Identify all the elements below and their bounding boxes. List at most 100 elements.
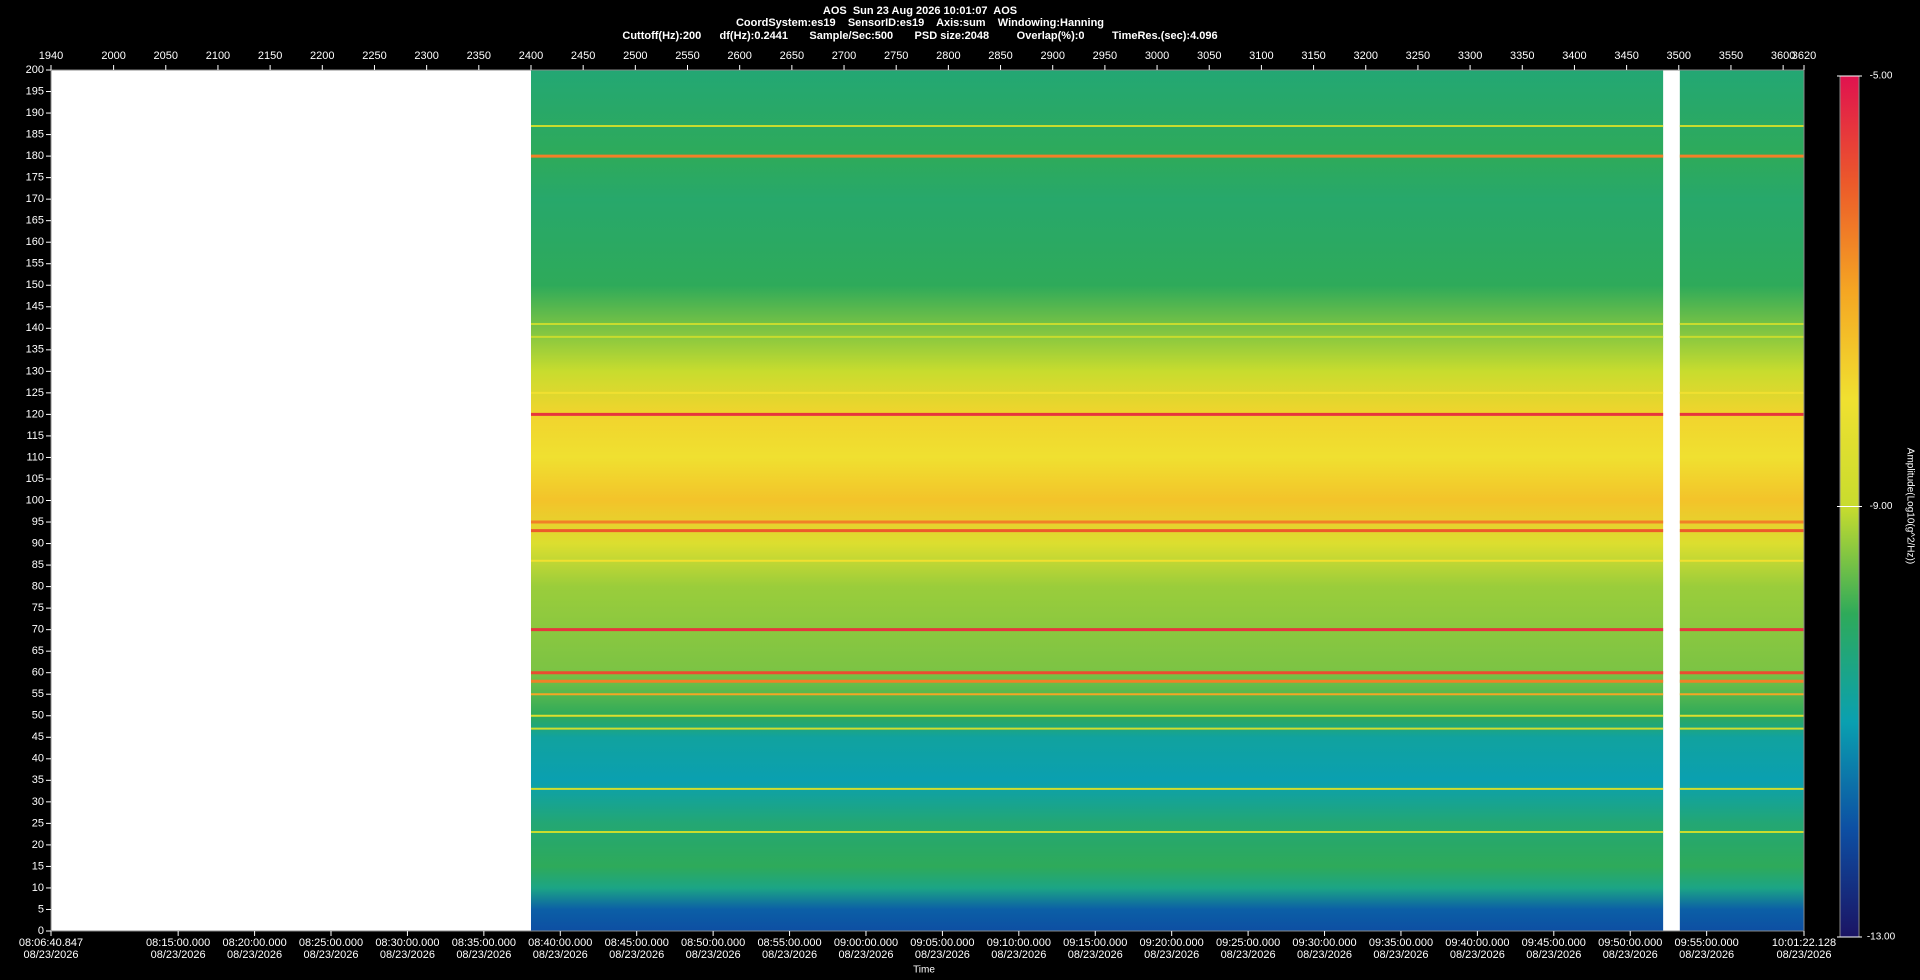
y-tick-label: 15: [32, 860, 44, 872]
y-tick-label: 120: [26, 408, 44, 420]
time-tick-date: 08/23/2026: [1679, 949, 1734, 961]
time-tick-label: 08:40:00.000: [528, 937, 592, 949]
time-tick-date: 08/23/2026: [303, 949, 358, 961]
time-tick-date: 08/23/2026: [227, 949, 282, 961]
data-segment: [530, 70, 1664, 931]
y-tick-label: 140: [26, 322, 44, 334]
time-tick-label: 09:20:00.000: [1140, 937, 1204, 949]
time-tick-date: 08/23/2026: [1776, 949, 1831, 961]
x-tick-label: 2250: [362, 50, 386, 62]
x-tick-label: 3200: [1354, 50, 1378, 62]
x-tick-label: 2300: [414, 50, 438, 62]
y-tick-label: 30: [32, 796, 44, 808]
time-tick-label: 08:55:00.000: [757, 937, 821, 949]
y-tick-label: 185: [26, 128, 44, 140]
time-tick-label: 09:30:00.000: [1292, 937, 1356, 949]
x-tick-label: 2500: [623, 50, 647, 62]
time-tick-date: 08/23/2026: [151, 949, 206, 961]
y-tick-label: 105: [26, 473, 44, 485]
time-tick-label: 08:45:00.000: [605, 937, 669, 949]
x-tick-label: 1940: [39, 50, 63, 62]
x-tick-label: 3350: [1510, 50, 1534, 62]
colorbar-tick-label: -5.00: [1870, 71, 1893, 82]
x-tick-label: 2050: [154, 50, 178, 62]
y-tick-label: 110: [26, 451, 44, 463]
y-tick-label: 175: [26, 172, 44, 184]
y-tick-label: 35: [32, 774, 44, 786]
x-tick-label: 3400: [1562, 50, 1586, 62]
x-tick-label: 3500: [1667, 50, 1691, 62]
x-tick-label: 2850: [988, 50, 1012, 62]
time-tick-date: 08/23/2026: [456, 949, 511, 961]
time-tick-label: 08:06:40.847: [19, 937, 83, 949]
y-tick-label: 195: [26, 85, 44, 97]
time-tick-date: 08/23/2026: [23, 949, 78, 961]
time-tick-label: 09:35:00.000: [1369, 937, 1433, 949]
x-tick-label: 2900: [1040, 50, 1064, 62]
y-tick-label: 10: [32, 882, 44, 894]
y-tick-label: 150: [26, 279, 44, 291]
x-tick-label: 2600: [727, 50, 751, 62]
time-tick-date: 08/23/2026: [915, 949, 970, 961]
y-tick-label: 180: [26, 150, 44, 162]
y-tick-label: 145: [26, 301, 44, 313]
time-tick-label: 09:10:00.000: [987, 937, 1051, 949]
x-tick-label: 3000: [1145, 50, 1169, 62]
y-tick-label: 100: [26, 494, 44, 506]
time-tick-date: 08/23/2026: [1221, 949, 1276, 961]
time-tick-label: 10:01:22.128: [1772, 937, 1836, 949]
y-tick-label: 80: [32, 581, 44, 593]
time-tick-label: 08:15:00.000: [146, 937, 210, 949]
time-tick-label: 08:50:00.000: [681, 937, 745, 949]
time-tick-date: 08/23/2026: [991, 949, 1046, 961]
y-tick-label: 155: [26, 258, 44, 270]
y-tick-label: 190: [26, 107, 44, 119]
y-tick-label: 50: [32, 710, 44, 722]
x-tick-label: 3100: [1249, 50, 1273, 62]
time-tick-label: 09:40:00.000: [1445, 937, 1509, 949]
y-tick-label: 165: [26, 215, 44, 227]
time-tick-date: 08/23/2026: [1297, 949, 1352, 961]
time-tick-date: 08/23/2026: [1068, 949, 1123, 961]
x-tick-label: 3250: [1406, 50, 1430, 62]
y-tick-label: 0: [38, 925, 44, 937]
colorbar-tick-label: -13.00: [1867, 932, 1896, 943]
y-tick-label: 5: [38, 903, 44, 915]
time-tick-label: 09:45:00.000: [1522, 937, 1586, 949]
time-tick-date: 08/23/2026: [533, 949, 588, 961]
subtitle: Cuttoff(Hz):200 df(Hz):0.2441 Sample/Sec…: [622, 30, 1217, 42]
time-tick-label: 09:00:00.000: [834, 937, 898, 949]
y-tick-label: 125: [26, 387, 44, 399]
y-tick-label: 25: [32, 817, 44, 829]
data-segment: [1679, 70, 1804, 931]
y-tick-label: 85: [32, 559, 44, 571]
y-tick-label: 45: [32, 731, 44, 743]
time-tick-label: 09:25:00.000: [1216, 937, 1280, 949]
y-tick-label: 20: [32, 839, 44, 851]
x-tick-label: 2750: [884, 50, 908, 62]
time-tick-date: 08/23/2026: [686, 949, 741, 961]
x-tick-label: 2000: [101, 50, 125, 62]
time-tick-label: 09:55:00.000: [1675, 937, 1739, 949]
y-tick-label: 200: [26, 64, 44, 76]
time-tick-date: 08/23/2026: [1450, 949, 1505, 961]
time-tick-label: 08:20:00.000: [222, 937, 286, 949]
time-tick-date: 08/23/2026: [762, 949, 817, 961]
y-tick-label: 55: [32, 688, 44, 700]
x-tick-label: 2350: [467, 50, 491, 62]
time-tick-label: 08:35:00.000: [452, 937, 516, 949]
time-tick-date: 08/23/2026: [1144, 949, 1199, 961]
x-tick-label: 3300: [1458, 50, 1482, 62]
y-tick-label: 70: [32, 624, 44, 636]
subtitle: CoordSystem:es19 SensorID:es19 Axis:sum …: [736, 17, 1104, 29]
y-tick-label: 60: [32, 667, 44, 679]
time-tick-date: 08/23/2026: [380, 949, 435, 961]
y-tick-label: 90: [32, 537, 44, 549]
time-tick-label: 08:25:00.000: [299, 937, 363, 949]
x-tick-label: 2400: [519, 50, 543, 62]
time-tick-date: 08/23/2026: [609, 949, 664, 961]
x-tick-label: 3150: [1301, 50, 1325, 62]
x-tick-label: 2550: [675, 50, 699, 62]
y-tick-label: 95: [32, 516, 44, 528]
